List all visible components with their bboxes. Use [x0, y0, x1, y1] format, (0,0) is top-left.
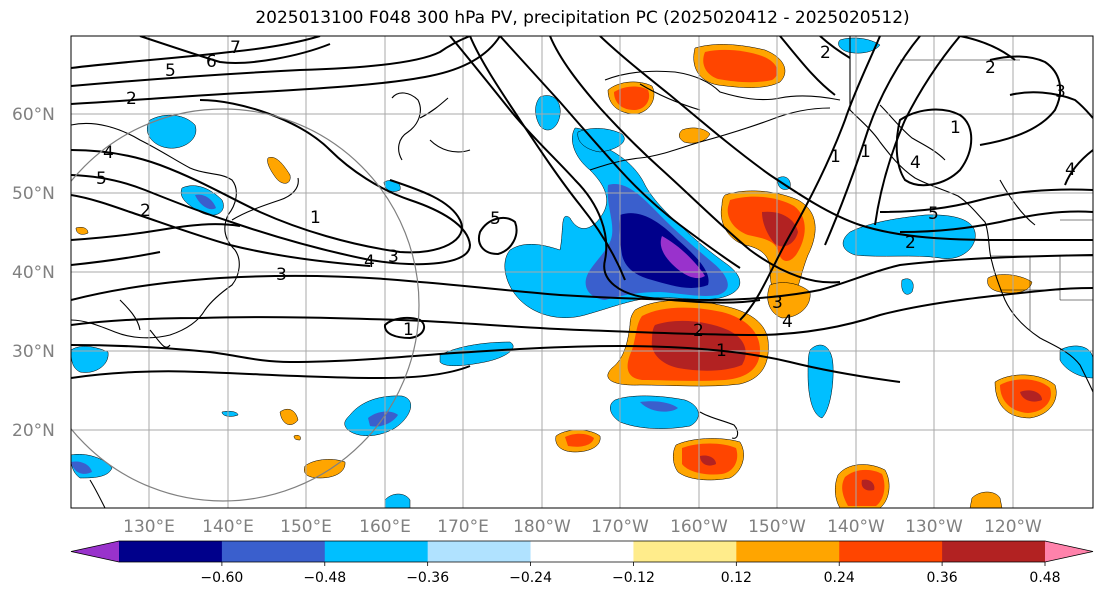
contour-label: 2 [693, 321, 704, 341]
colorbar: −0.60 −0.48 −0.36 −0.24 −0.12 0.12 0.24 0.36 0.4… [70, 540, 1094, 586]
colorbar-tick-label: 0.12 [721, 570, 752, 586]
lat-label: 20°N [12, 421, 55, 441]
contour-label: 2 [905, 233, 916, 253]
lon-label: 160°W [670, 517, 728, 537]
colorbar-bin [427, 541, 532, 562]
contour-label: 2 [820, 43, 831, 63]
contour-label: 3 [1055, 82, 1066, 102]
contour-label: 3 [276, 265, 287, 285]
lon-label: 120°W [984, 517, 1042, 537]
contour-label: 5 [490, 209, 501, 229]
contour-label: 4 [910, 153, 921, 173]
contour-label: 4 [103, 143, 114, 163]
range-circle [71, 108, 420, 502]
colorbar-bin [736, 541, 840, 562]
contour-labels: 7 6 5 2 4 5 2 1 3 4 3 1 5 2 1 3 1 2 2 1 … [96, 38, 1076, 361]
latitude-labels: 60°N 50°N 40°N 30°N 20°N [12, 105, 55, 441]
contour-label: 5 [96, 169, 107, 189]
contour-label: 5 [165, 61, 176, 81]
colorbar-tick-label: −0.36 [406, 570, 449, 586]
lat-label: 30°N [12, 342, 55, 362]
colorbar-bin [324, 541, 429, 562]
coastlines [71, 36, 1093, 508]
longitude-labels: 130°E 140°E 150°E 160°E 170°E 180°W 170°… [123, 517, 1042, 537]
colorbar-bin [633, 541, 737, 562]
contour-label: 1 [716, 341, 727, 361]
lon-label: 130°E [123, 517, 175, 537]
lon-label: 150°E [280, 517, 332, 537]
colorbar-outline [70, 540, 1094, 563]
colorbar-tick-label: −0.48 [303, 570, 346, 586]
contour-label: 2 [985, 58, 996, 78]
lon-label: 140°E [202, 517, 254, 537]
colorbar-bin [839, 541, 943, 562]
contour-label: 6 [206, 52, 217, 72]
lon-label: 150°W [748, 517, 806, 537]
contour-label: 7 [230, 38, 241, 58]
colorbar-tick-label: 0.48 [1029, 570, 1060, 586]
colorbar-bin [942, 541, 1046, 562]
colorbar-tick-label: −0.24 [509, 570, 552, 586]
lon-label: 170°W [591, 517, 649, 537]
colorbar-tick-label: −0.60 [200, 570, 243, 586]
contour-label: 1 [830, 147, 841, 167]
lat-label: 40°N [12, 263, 55, 283]
colorbar-tick-label: −0.12 [612, 570, 655, 586]
colorbar-tick-label: 0.24 [824, 570, 855, 586]
lon-label: 180°W [513, 517, 571, 537]
contour-label: 3 [388, 247, 399, 267]
contour-label: 4 [1065, 160, 1076, 180]
contour-label: 4 [364, 252, 375, 272]
contour-label: 1 [860, 142, 871, 162]
contour-label: 5 [928, 204, 939, 224]
contour-label: 4 [782, 312, 793, 332]
colorbar-extension-min [71, 541, 119, 562]
contour-label: 1 [403, 320, 414, 340]
contour-label: 2 [140, 201, 151, 221]
colorbar-bin [530, 541, 634, 562]
contour-label: 3 [772, 293, 783, 313]
pv-contours [71, 36, 1093, 383]
contour-label: 2 [126, 89, 137, 109]
lat-label: 50°N [12, 184, 55, 204]
contour-label: 1 [950, 118, 961, 138]
colorbar-tick-label: 0.36 [927, 570, 958, 586]
map-content: 7 6 5 2 4 5 2 1 3 4 3 1 5 2 1 3 1 2 2 1 … [71, 36, 1093, 508]
lon-label: 130°W [905, 517, 963, 537]
colorbar-bin [119, 541, 223, 562]
precip-positive-anomalies [75, 44, 1057, 508]
lat-label: 60°N [12, 105, 55, 125]
graticule [71, 36, 1093, 508]
lon-label: 140°W [827, 517, 885, 537]
colorbar-bin [221, 541, 326, 562]
contour-label: 1 [310, 208, 321, 228]
colorbar-extension-max [1045, 541, 1093, 562]
lon-label: 160°E [359, 517, 411, 537]
map-title: 2025013100 F048 300 hPa PV, precipitatio… [255, 8, 910, 28]
lon-label: 170°E [437, 517, 489, 537]
precip-negative-anomalies [71, 37, 1093, 508]
map-frame [70, 35, 1094, 509]
